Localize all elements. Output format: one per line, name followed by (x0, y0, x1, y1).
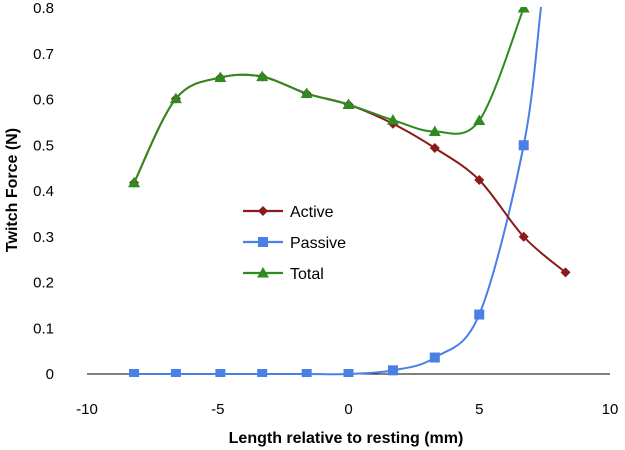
legend-item-active: Active (243, 204, 334, 221)
data-point-passive (518, 140, 529, 151)
data-point-total (300, 87, 313, 99)
legend-label-total: Total (290, 266, 324, 283)
data-point-total (256, 70, 269, 82)
data-point-passive (301, 369, 312, 377)
y-tick-label: 0.7 (33, 46, 54, 63)
x-tick-label: 10 (602, 401, 619, 418)
data-point-active (429, 142, 440, 153)
data-point-total (342, 98, 355, 110)
legend-marker-active (258, 206, 268, 216)
data-point-total (128, 176, 141, 188)
data-point-total (214, 71, 227, 83)
data-point-passive (343, 369, 354, 377)
x-tick-label: 0 (344, 401, 352, 418)
y-tick-label: 0 (46, 366, 54, 383)
series-line-total (133, 7, 525, 184)
legend-item-total: Total (243, 266, 324, 283)
legend-item-passive: Passive (243, 235, 346, 252)
y-axis-title: Twitch Force (N) (4, 128, 21, 252)
x-tick-label: 5 (475, 401, 483, 418)
x-tick-label: -10 (76, 401, 98, 418)
data-point-passive (215, 369, 226, 377)
y-tick-label: 0.8 (33, 0, 54, 17)
legend: Active Passive Total (243, 204, 346, 283)
series-total (128, 7, 530, 188)
legend-marker-total (257, 267, 269, 278)
y-tick-label: 0.5 (33, 137, 54, 154)
x-axis-title: Length relative to resting (mm) (229, 430, 464, 447)
data-point-passive (429, 352, 440, 363)
data-point-passive (129, 369, 140, 377)
legend-marker-passive (258, 237, 268, 247)
data-point-passive (170, 369, 181, 377)
data-point-active (560, 267, 571, 278)
data-point-total (517, 7, 530, 13)
y-tick-label: 0.1 (33, 320, 54, 337)
series-layer (128, 7, 571, 377)
y-tick-label: 0.6 (33, 92, 54, 109)
data-point-total (473, 114, 486, 126)
x-axis-ticks: -10 -5 0 5 10 (76, 401, 618, 418)
data-point-total (386, 114, 399, 125)
x-tick-label: -5 (211, 401, 224, 418)
y-axis-ticks: 0 0.1 0.2 0.3 0.4 0.5 0.6 0.7 0.8 (33, 0, 54, 383)
data-point-active (518, 231, 529, 242)
legend-label-active: Active (290, 204, 334, 221)
data-point-active (474, 175, 485, 186)
y-tick-label: 0.2 (33, 275, 54, 292)
series-passive (129, 7, 543, 377)
legend-label-passive: Passive (290, 235, 346, 252)
data-point-passive (474, 309, 485, 320)
y-tick-label: 0.4 (33, 183, 54, 200)
data-point-total (428, 125, 441, 137)
data-point-passive (387, 365, 398, 376)
y-tick-label: 0.3 (33, 229, 54, 246)
data-point-total (169, 92, 182, 104)
series-line-passive (134, 7, 543, 376)
data-point-passive (257, 369, 268, 377)
